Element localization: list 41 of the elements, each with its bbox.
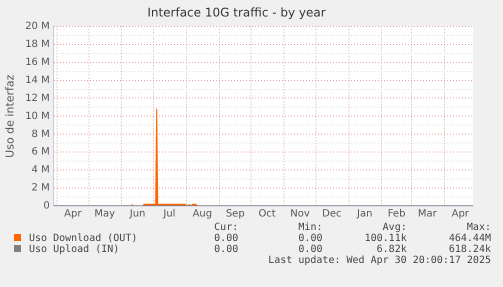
x-tick-label: Aug xyxy=(192,208,212,220)
x-tick-label: Jun xyxy=(128,208,146,220)
legend-label: Uso Download (OUT) xyxy=(28,233,138,244)
text: Min: xyxy=(297,222,322,233)
y-tick-label: 0 xyxy=(43,200,50,212)
y-axis-title: Uso de interfaz xyxy=(3,74,16,158)
y-tick-label: 10 M xyxy=(25,110,50,122)
text: 6.82k xyxy=(376,244,407,255)
text: 0.00 xyxy=(213,233,238,244)
y-tick-label: 18 M xyxy=(25,38,50,50)
x-tick-label: May xyxy=(94,208,116,220)
y-tick-label: 2 M xyxy=(32,182,50,194)
text: 0.00 xyxy=(297,233,322,244)
x-tick-label: Sep xyxy=(226,208,245,220)
x-tick-label: Apr xyxy=(64,208,82,220)
y-tick-label: 20 M xyxy=(25,20,50,32)
text: Avg: xyxy=(382,222,407,233)
y-tick-label: 8 M xyxy=(32,128,50,140)
text: Max: xyxy=(466,222,491,233)
text: Cur: xyxy=(213,222,238,233)
y-tick-label: 16 M xyxy=(25,56,50,68)
x-tick-label: Nov xyxy=(290,208,310,220)
y-tick-label: 4 M xyxy=(32,164,50,176)
x-tick-label: Apr xyxy=(452,208,470,220)
chart-title: Interface 10G traffic - by year xyxy=(147,5,326,20)
x-tick-label: Mar xyxy=(418,208,438,220)
text: 100.11k xyxy=(364,233,407,244)
text: 0.00 xyxy=(297,244,322,255)
x-tick-label: Oct xyxy=(258,208,276,220)
x-tick-label: Dec xyxy=(322,208,342,220)
y-tick-label: 14 M xyxy=(25,74,50,86)
legend-label: Uso Upload (IN) xyxy=(28,244,120,255)
text: 618.24k xyxy=(448,244,491,255)
x-tick-label: Feb xyxy=(388,208,406,220)
text: Last update: Wed Apr 30 20:00:17 2025 xyxy=(267,255,491,266)
y-tick-label: 12 M xyxy=(25,92,50,104)
text: 0.00 xyxy=(213,244,238,255)
text: 464.44M xyxy=(448,233,491,244)
x-tick-label: Jan xyxy=(356,208,372,220)
y-tick-label: 6 M xyxy=(32,146,50,158)
x-tick-label: Jul xyxy=(162,208,176,220)
